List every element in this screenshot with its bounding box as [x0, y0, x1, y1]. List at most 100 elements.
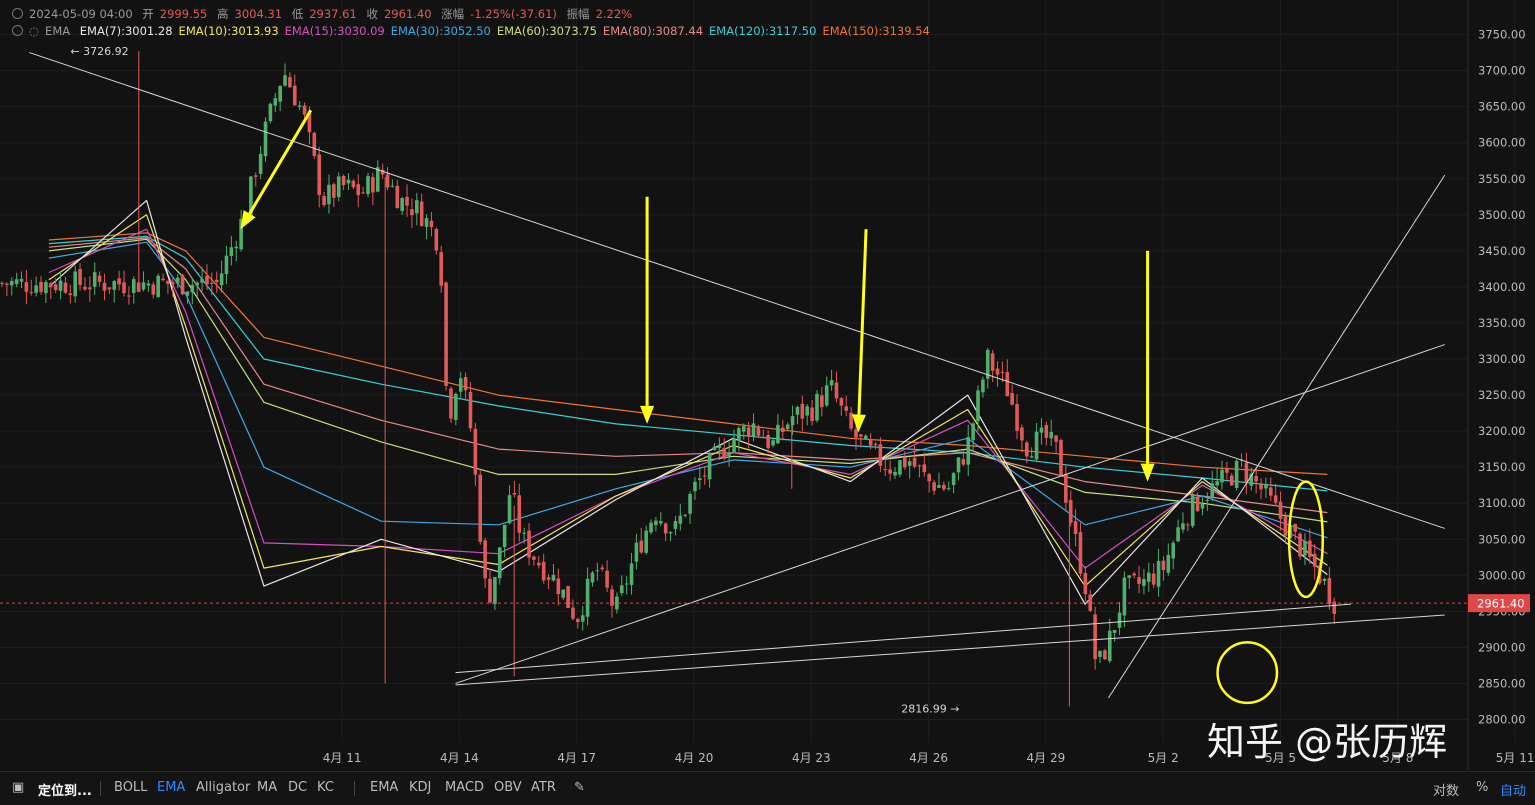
high-value: 3004.31: [234, 7, 283, 21]
candle-down: [483, 540, 487, 579]
header-datetime: 2024-05-09 04:00: [29, 7, 133, 21]
candle-down: [546, 577, 551, 580]
candle-down: [395, 185, 400, 209]
x-tick-label: 4月 26: [909, 751, 948, 765]
candle-up: [727, 452, 731, 457]
price-labels: 2961.40 ← 3726.92 2816.99 →: [0, 45, 1530, 715]
candle-down: [556, 578, 561, 595]
y-tick-label: 3200.00: [1478, 424, 1526, 438]
candle-down: [171, 282, 175, 285]
annotation-ellipse: [1287, 480, 1325, 599]
calendar-icon[interactable]: ▣: [12, 780, 25, 795]
candle-up: [507, 495, 512, 524]
candle-down: [439, 252, 443, 286]
candle-down: [312, 132, 317, 156]
candle-up: [273, 98, 278, 106]
x-axis: 4月 11 4月 14 4月 17 4月 20 4月 23 4月 26 4月 29 5月 2 5…: [323, 751, 1535, 765]
candle-down: [68, 293, 73, 296]
candle-up: [497, 547, 502, 579]
ma-button[interactable]: MA: [257, 780, 278, 795]
y-tick-label: 3500.00: [1478, 208, 1526, 222]
candle-up: [1112, 630, 1117, 633]
candle-down: [127, 295, 131, 297]
candle-up: [9, 280, 14, 286]
candle-up: [185, 291, 190, 296]
candle-up: [73, 271, 77, 297]
candle-down: [663, 523, 668, 534]
collapse-icon[interactable]: [12, 25, 23, 36]
candle-down: [527, 530, 531, 558]
edit-icon[interactable]: ✎: [574, 780, 585, 795]
dc-button[interactable]: DC: [288, 780, 308, 795]
ema-line-ema15: [48, 228, 1328, 569]
candle-down: [1225, 467, 1229, 473]
boll-button[interactable]: BOLL: [114, 780, 148, 795]
candle-down: [1186, 524, 1190, 526]
candle-down: [912, 457, 917, 467]
auto-scale-button[interactable]: 自动: [1500, 784, 1527, 799]
candle-down: [253, 175, 258, 177]
y-tick-label: 3550.00: [1478, 172, 1526, 186]
candle-up: [693, 481, 697, 492]
percent-button[interactable]: %: [1476, 780, 1489, 795]
atr-button[interactable]: ATR: [531, 780, 556, 795]
candle-up: [400, 198, 404, 212]
ema-button[interactable]: EMA: [157, 780, 186, 795]
y-tick-label: 3750.00: [1478, 28, 1526, 42]
candle-down: [532, 556, 536, 560]
candle-down: [1312, 553, 1317, 567]
candle-down: [1332, 601, 1337, 614]
candle-down: [488, 578, 492, 603]
kc-button[interactable]: KC: [317, 780, 334, 795]
eye-icon[interactable]: ◌: [29, 24, 40, 38]
candle-up: [190, 284, 195, 293]
candle-up: [234, 246, 239, 249]
y-tick-label: 3000.00: [1478, 568, 1526, 582]
obv-button[interactable]: OBV: [494, 780, 522, 795]
log-scale-button[interactable]: 对数: [1433, 784, 1460, 799]
y-tick-label: 2850.00: [1478, 676, 1526, 690]
collapse-icon[interactable]: [12, 8, 23, 19]
sub-ema-button[interactable]: EMA: [370, 780, 399, 795]
candle-up: [195, 282, 199, 286]
macd-button[interactable]: MACD: [445, 780, 484, 795]
trend-lines: [29, 52, 1446, 699]
candle-down: [600, 567, 605, 570]
x-tick-label: 4月 14: [440, 751, 479, 765]
y-tick-label: 3100.00: [1478, 496, 1526, 510]
close-value: 2961.40: [383, 7, 432, 21]
candle-down: [800, 403, 805, 419]
candle-down: [78, 269, 82, 285]
y-axis: 2800.002850.002900.002950.003000.003050.…: [1467, 0, 1526, 770]
locate-button[interactable]: 定位到...: [38, 784, 92, 799]
candle-up: [493, 576, 497, 605]
change-label: 涨幅: [441, 7, 465, 21]
candle-up: [1322, 578, 1327, 582]
annotation-arrow-head: [851, 414, 866, 433]
candle-down: [1269, 487, 1273, 496]
candle-up: [1181, 523, 1185, 530]
candle-down: [605, 570, 609, 588]
candle-down: [405, 196, 409, 206]
candle-down: [361, 192, 365, 194]
candle-down: [385, 174, 390, 188]
annotation-arrow-shaft: [857, 229, 868, 415]
candle-up: [375, 167, 380, 192]
y-tick-label: 2900.00: [1478, 640, 1526, 654]
candle-up: [224, 255, 229, 275]
candle-down: [873, 443, 878, 446]
open-label: 开: [142, 7, 154, 21]
candle-down: [1273, 495, 1278, 503]
candle-up: [976, 390, 980, 422]
candle-down: [820, 395, 824, 408]
candle-down: [537, 562, 541, 566]
candle-up: [424, 218, 429, 227]
alligator-button[interactable]: Alligator: [196, 780, 251, 795]
candle-up: [790, 416, 795, 426]
candle-down: [942, 484, 946, 490]
candle-down: [610, 589, 614, 606]
candle-up: [34, 285, 38, 293]
kdj-button[interactable]: KDJ: [409, 780, 432, 795]
ema-line-ema150: [48, 232, 1328, 475]
